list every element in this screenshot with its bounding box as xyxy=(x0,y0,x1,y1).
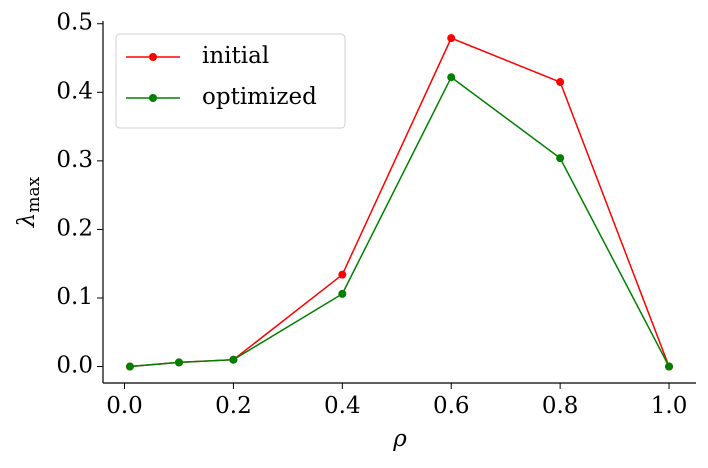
data-point xyxy=(338,289,347,298)
y-axis-label: λmax xyxy=(14,176,44,228)
data-point xyxy=(447,34,456,43)
x-tick-label: 0.6 xyxy=(433,393,470,419)
x-tick-label: 1.0 xyxy=(651,393,688,419)
data-point xyxy=(447,73,456,82)
data-point xyxy=(338,270,347,279)
y-tick-label: 0.0 xyxy=(56,353,93,379)
legend-marker xyxy=(149,94,157,102)
legend-marker xyxy=(149,53,157,61)
x-axis-label: ρ xyxy=(392,426,407,452)
y-tick-label: 0.2 xyxy=(56,215,93,241)
data-point xyxy=(665,362,674,371)
x-tick-label: 0.8 xyxy=(542,393,579,419)
data-point xyxy=(174,358,183,367)
x-tick-label: 0.0 xyxy=(106,393,143,419)
data-point xyxy=(125,362,134,371)
legend-label: optimized xyxy=(202,84,317,110)
y-tick-label: 0.5 xyxy=(56,10,93,36)
y-tick-label: 0.1 xyxy=(56,284,93,310)
legend-label: initial xyxy=(202,43,269,69)
y-axis-label-subscript: max xyxy=(24,176,44,212)
y-tick-label: 0.3 xyxy=(56,147,93,173)
data-point xyxy=(556,154,565,163)
x-tick-label: 0.2 xyxy=(215,393,252,419)
y-tick-label: 0.4 xyxy=(56,78,93,104)
x-tick-label: 0.4 xyxy=(324,393,361,419)
data-point xyxy=(229,355,238,364)
data-point xyxy=(556,78,565,87)
y-axis-label-symbol: λ xyxy=(14,213,40,229)
